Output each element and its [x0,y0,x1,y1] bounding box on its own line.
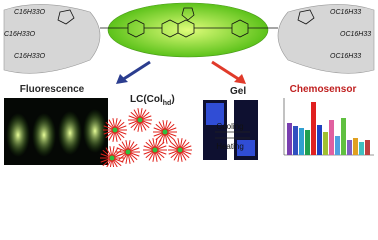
core [136,116,144,124]
graphical-abstract: C16H33O C16H33O C16H33O OC16H33 OC16H33 … [3,2,375,167]
arrow-head [116,74,128,84]
arrow-head [234,74,246,84]
chain-label: C16H33O [14,53,46,60]
core [161,128,169,136]
left-lobe [3,4,101,74]
chain-label: C16H33O [14,9,46,16]
lc-label: LC(Col [130,94,163,105]
core [124,148,132,156]
core [176,146,184,154]
core [108,154,116,162]
panel-title: LC(Colhd) [130,94,175,107]
chain-label: C16H33O [4,31,36,38]
panel-title: Gel [230,86,246,97]
core [111,126,119,134]
sol-glow [237,140,255,156]
core [151,146,159,154]
glowing-vials [6,109,107,157]
page: C16H33O C16H33O C16H33O OC16H33 OC16H33 … [3,2,375,167]
lc-subscript: hd [163,100,172,107]
core-structure [57,7,315,38]
panel-title: Fluorescence [20,84,85,95]
core-ellipse [107,2,269,58]
gel-glow [206,103,224,125]
panel-title: Chemosensor [290,84,357,95]
chain-label: OC16H33 [330,9,361,16]
process-label: Heating [216,142,244,151]
arrow [121,60,151,82]
chemosensor-plot [283,98,374,156]
arrow [211,60,241,82]
lc-close: ) [171,94,174,105]
columnar-assembly [100,108,192,167]
chain-label: OC16H33 [340,31,371,38]
chain-label: OC16H33 [330,53,361,60]
process-label: Cooling [216,122,243,131]
